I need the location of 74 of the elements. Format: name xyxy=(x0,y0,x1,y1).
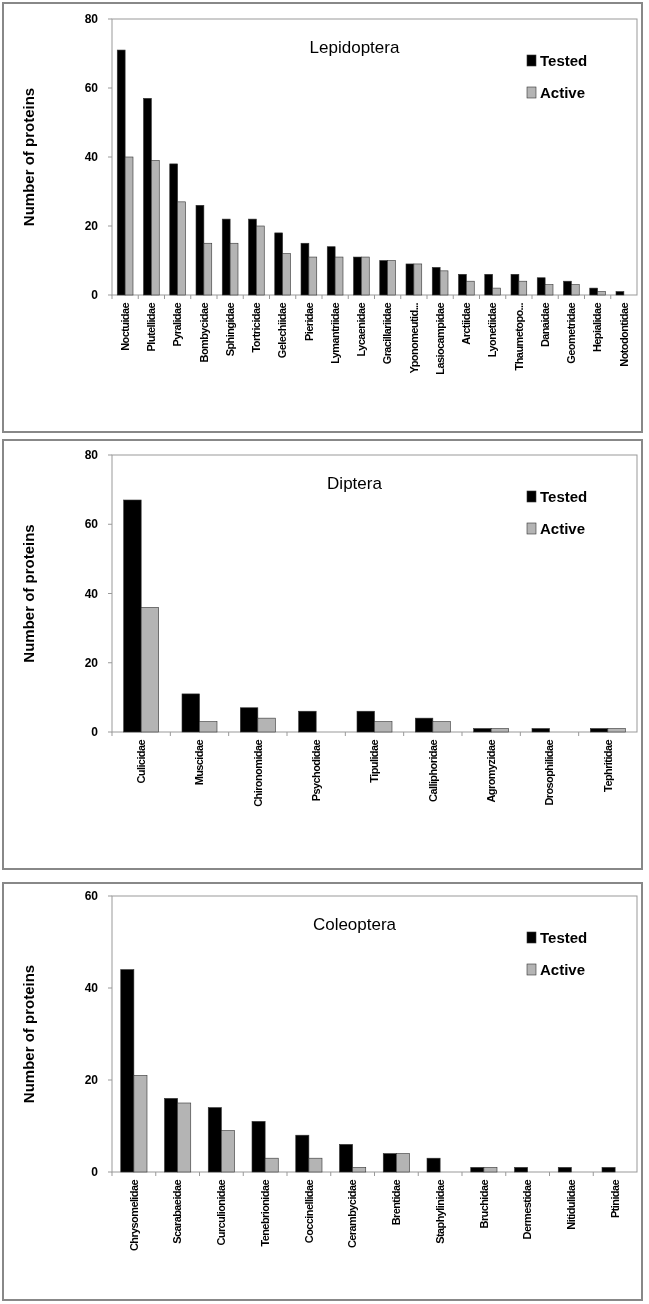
bar xyxy=(514,1167,528,1173)
x-tick-label: Ptinidae xyxy=(608,1179,621,1218)
x-tick-label: Noctuidae xyxy=(118,302,131,351)
x-tick-label: Pieridae xyxy=(302,302,315,342)
text: Diptera xyxy=(327,474,383,493)
x-tick-label: Notodontidae xyxy=(617,302,630,367)
x-tick-label: Tephritidae xyxy=(601,739,614,792)
x-tick-label: Brentidae xyxy=(390,1179,403,1226)
x-tick-label: Lycaenidae xyxy=(355,302,368,357)
x-tick-label: Muscidae xyxy=(193,739,206,786)
y-tick-label: 20 xyxy=(84,1073,99,1088)
x-tick-label: Culicidae xyxy=(135,739,148,784)
x-tick-label: Lymantriidae xyxy=(328,302,341,364)
x-tick-label: Agromyzidae xyxy=(485,739,498,803)
y-tick-label: 60 xyxy=(84,517,99,532)
bar xyxy=(298,710,317,733)
x-tick-label: Chironomidae xyxy=(251,739,264,807)
x-tick-label: Cerambycidae xyxy=(346,1179,359,1249)
x-tick-label: Tortricidae xyxy=(250,302,263,353)
x-tick-label: Staphylinidae xyxy=(433,1179,446,1244)
bar xyxy=(615,291,625,296)
legend-label: Active xyxy=(540,961,586,979)
bar xyxy=(601,1167,616,1173)
x-tick-label: Drosophilidae xyxy=(543,739,556,806)
legend-label: Tested xyxy=(540,488,588,506)
bar xyxy=(557,1167,572,1173)
legend-label: Active xyxy=(540,84,586,102)
x-tick-label: Pyralidae xyxy=(171,302,184,347)
text: Coleoptera xyxy=(312,915,397,934)
x-tick-label: Lyonetiidae xyxy=(486,302,499,358)
legend-label: Tested xyxy=(540,52,588,70)
y-tick-label: 0 xyxy=(91,288,99,303)
y-tick-label: 40 xyxy=(84,981,99,996)
x-tick-label: Hepialidae xyxy=(591,302,604,353)
x-tick-label: Danaidae xyxy=(538,302,551,348)
y-axis-title: Number of proteins xyxy=(20,524,38,663)
x-tick-label: Plutellidae xyxy=(145,302,158,352)
x-tick-label: Psychodidae xyxy=(310,739,323,802)
x-tick-label: Curculionidae xyxy=(215,1179,228,1246)
x-tick-label: Calliphoridae xyxy=(426,739,439,802)
bar xyxy=(426,1157,441,1173)
y-tick-label: 40 xyxy=(84,150,99,165)
x-tick-label: Chrysomelidae xyxy=(127,1179,140,1252)
y-tick-label: 0 xyxy=(91,725,99,740)
x-tick-label: Geometridae xyxy=(565,302,578,364)
y-axis-title: Number of proteins xyxy=(20,87,38,227)
x-tick-label: Scarabaeidae xyxy=(171,1179,184,1244)
x-tick-label: Tipulidae xyxy=(368,739,381,783)
x-tick-label: Gelechiidae xyxy=(276,302,289,359)
y-tick-label: 0 xyxy=(91,1165,99,1180)
x-tick-label: Tenebrionidae xyxy=(258,1179,271,1247)
y-tick-label: 20 xyxy=(84,219,99,234)
text: Lepidoptera xyxy=(309,38,400,57)
x-tick-label: Lasiocampidae xyxy=(433,302,446,375)
x-tick-label: Sphingidae xyxy=(223,302,236,357)
x-tick-label: Yponomeutid... xyxy=(407,302,420,374)
x-tick-label: Arctiidae xyxy=(460,302,473,345)
x-tick-label: Dermestidae xyxy=(521,1179,534,1240)
x-tick-label: Bruchidae xyxy=(477,1179,490,1229)
y-tick-label: 80 xyxy=(84,12,99,27)
legend-label: Tested xyxy=(540,929,588,947)
y-tick-label: 60 xyxy=(84,889,99,904)
x-tick-label: Thaumetopo... xyxy=(512,302,525,371)
y-tick-label: 80 xyxy=(84,448,99,463)
y-axis-title: Number of proteins xyxy=(20,964,38,1104)
y-tick-label: 60 xyxy=(84,81,99,96)
y-tick-label: 40 xyxy=(84,586,99,601)
bar xyxy=(531,728,550,733)
x-tick-label: Coccinellidae xyxy=(302,1179,315,1244)
x-tick-label: Bombycidae xyxy=(197,302,210,363)
legend-label: Active xyxy=(540,520,586,538)
x-tick-label: Nitidulidae xyxy=(565,1179,578,1230)
y-tick-label: 20 xyxy=(84,655,99,670)
x-tick-label: Gracillariidae xyxy=(381,302,394,365)
